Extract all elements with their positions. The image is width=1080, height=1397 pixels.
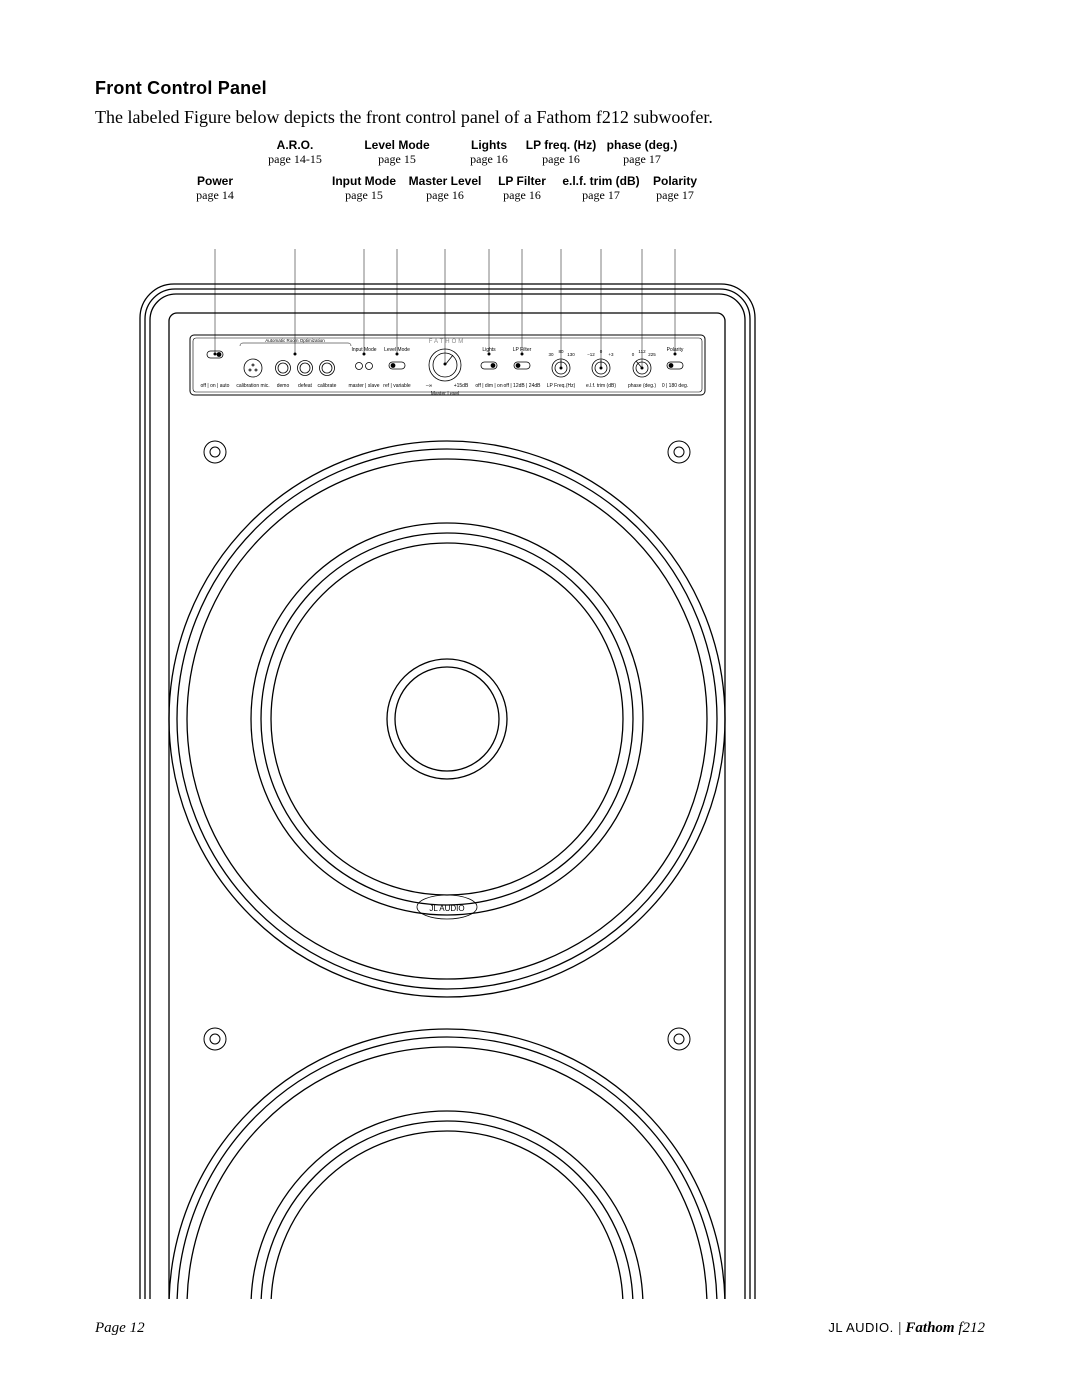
- input-mode-values: master | slave: [348, 383, 379, 389]
- driver-logo: JL AUDIO: [429, 904, 464, 913]
- label-lpfilt-page: page 16: [498, 188, 546, 204]
- input-mode-switch[interactable]: [356, 363, 373, 370]
- panel-brand: FATHOM: [429, 339, 466, 345]
- aro-defeat-button[interactable]: [298, 361, 313, 376]
- label-polarity-page: page 17: [653, 188, 697, 204]
- input-mode-title: Input Mode: [351, 347, 376, 353]
- phase-dial[interactable]: [633, 359, 651, 377]
- label-aro-page: page 14-15: [268, 152, 322, 168]
- control-panel: FATHOM Automatic Room Optimization off |…: [190, 335, 705, 397]
- aro-demo-button[interactable]: [276, 361, 291, 376]
- label-input-page: page 15: [332, 188, 396, 204]
- elf-label: e.l.f. trim (dB): [586, 383, 616, 389]
- phase-min: 0: [632, 352, 635, 357]
- elf-trim-dial[interactable]: [592, 359, 610, 377]
- label-lights-name: Lights: [470, 139, 508, 152]
- label-master-name: Master Level: [409, 175, 482, 188]
- label-aro: A.R.O. page 14-15: [268, 139, 322, 168]
- lights-switch[interactable]: [481, 362, 497, 369]
- label-elf-name: e.l.f. trim (dB): [562, 175, 639, 188]
- driver-top: JL AUDIO: [169, 441, 725, 997]
- level-mode-switch[interactable]: [389, 362, 405, 369]
- label-elf-page: page 17: [562, 188, 639, 204]
- screws-top: [204, 441, 690, 463]
- cabinet-outline: [140, 284, 755, 1299]
- footer-model: Fathom: [905, 1320, 954, 1336]
- label-lights-page: page 16: [470, 152, 508, 168]
- leader-lines: [214, 249, 677, 370]
- power-switch-values: off | on | auto: [201, 383, 230, 389]
- label-master: Master Level page 16: [409, 175, 482, 204]
- intro-text: The labeled Figure below depicts the fro…: [95, 105, 985, 129]
- master-dial-label: Master Level: [431, 391, 460, 397]
- callout-labels: A.R.O. page 14-15 Level Mode page 15 Lig…: [95, 139, 985, 249]
- phase-max: 225: [648, 352, 656, 357]
- page-title: Front Control Panel: [95, 78, 985, 99]
- elf-max: +3: [608, 352, 614, 357]
- phase-label: phase (deg.): [628, 383, 656, 389]
- label-aro-name: A.R.O.: [268, 139, 322, 152]
- label-lpfilt: LP Filter page 16: [498, 175, 546, 204]
- lpfreq-label: LP Freq.(Hz): [547, 383, 576, 389]
- label-master-page: page 16: [409, 188, 482, 204]
- lights-title: Lights: [482, 347, 496, 353]
- footer: Page 12 JL AUDIO. | Fathom f212: [95, 1320, 985, 1337]
- lp-filter-switch[interactable]: [514, 362, 530, 369]
- defeat-label: defeat: [298, 383, 313, 389]
- label-phase: phase (deg.) page 17: [607, 139, 678, 168]
- label-input-name: Input Mode: [332, 175, 396, 188]
- label-input: Input Mode page 15: [332, 175, 396, 204]
- label-levelmode: Level Mode page 15: [364, 139, 429, 168]
- label-phase-page: page 17: [607, 152, 678, 168]
- lights-values: off | dim | on: [475, 383, 502, 389]
- lpfreq-min: 30: [548, 352, 554, 357]
- mic-label: calibration mic.: [236, 383, 269, 389]
- lp-filter-values: off | 12dB | 24dB: [504, 383, 542, 389]
- demo-label: demo: [277, 383, 290, 389]
- label-lpfreq-name: LP freq. (Hz): [526, 139, 596, 152]
- subwoofer-diagram: FATHOM Automatic Room Optimization off |…: [95, 249, 985, 1349]
- aro-group-label: Automatic Room Optimization: [265, 338, 325, 343]
- label-power-page: page 14: [196, 188, 234, 204]
- label-elf: e.l.f. trim (dB) page 17: [562, 175, 639, 204]
- label-levelmode-page: page 15: [364, 152, 429, 168]
- master-max: +15dB: [454, 383, 469, 389]
- lpfreq-max: 130: [567, 352, 575, 357]
- elf-zero: 0: [600, 349, 603, 354]
- subwoofer-svg: FATHOM Automatic Room Optimization off |…: [95, 249, 985, 1299]
- master-min: −∞: [426, 383, 433, 389]
- polarity-values: 0 | 180 deg.: [662, 383, 688, 389]
- label-lights: Lights page 16: [470, 139, 508, 168]
- driver-bottom: [169, 1029, 725, 1299]
- level-mode-values: ref | variable: [383, 383, 411, 389]
- label-polarity: Polarity page 17: [653, 175, 697, 204]
- label-power-name: Power: [196, 175, 234, 188]
- aro-section: calibration mic. demo defeat calibrate: [236, 359, 336, 389]
- label-lpfilt-name: LP Filter: [498, 175, 546, 188]
- label-polarity-name: Polarity: [653, 175, 697, 188]
- label-phase-name: phase (deg.): [607, 139, 678, 152]
- label-power: Power page 14: [196, 175, 234, 204]
- label-levelmode-name: Level Mode: [364, 139, 429, 152]
- footer-sep: |: [898, 1320, 902, 1336]
- phase-mid: 112: [638, 349, 646, 354]
- polarity-switch[interactable]: [667, 362, 683, 369]
- lp-freq-dial[interactable]: [552, 359, 570, 377]
- label-lpfreq-page: page 16: [526, 152, 596, 168]
- aro-calibrate-button[interactable]: [320, 361, 335, 376]
- footer-variant: f212: [958, 1320, 985, 1336]
- label-lpfreq: LP freq. (Hz) page 16: [526, 139, 596, 168]
- lp-filter-title: LP Filter: [513, 347, 532, 353]
- elf-min: −12: [587, 352, 595, 357]
- footer-brand: JL AUDIO.: [828, 1320, 893, 1335]
- calibrate-label: calibrate: [318, 383, 337, 389]
- lpfreq-mid: 80: [558, 349, 564, 354]
- footer-page: Page 12: [95, 1320, 145, 1336]
- polarity-title: Polarity: [667, 347, 684, 353]
- level-mode-title: Level Mode: [384, 347, 410, 353]
